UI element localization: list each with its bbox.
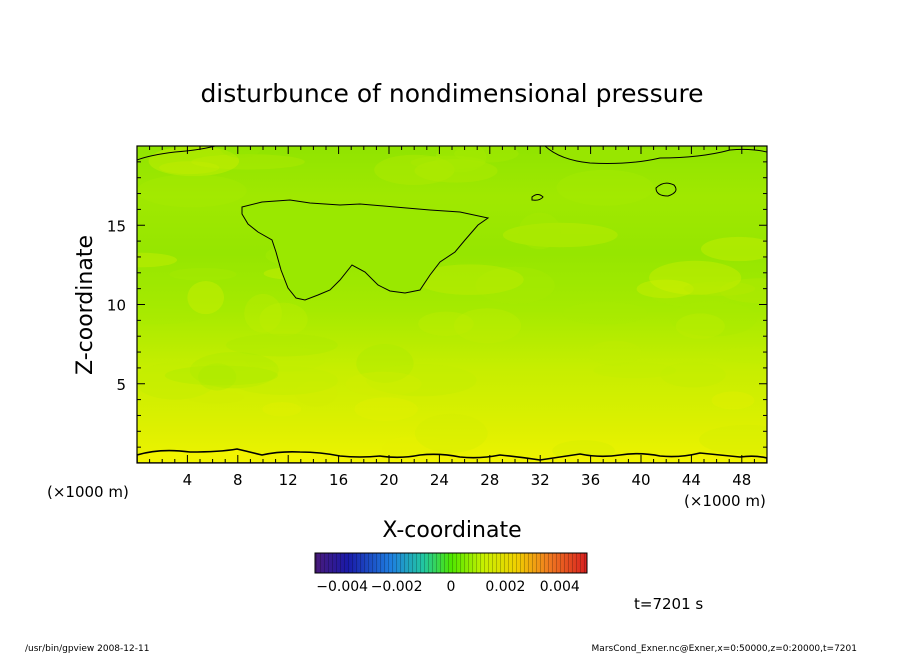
- field-blob: [148, 146, 240, 177]
- field-blob: [187, 391, 245, 404]
- field-blob: [159, 161, 220, 175]
- x-tick-label: 16: [329, 471, 348, 489]
- field-blob: [636, 279, 694, 299]
- field-blob: [191, 154, 305, 170]
- field-blob: [415, 264, 524, 295]
- field-blob: [169, 267, 237, 281]
- field-blob: [219, 146, 263, 158]
- field-blob: [414, 413, 488, 453]
- x-tick-label: 28: [480, 471, 499, 489]
- contour-top-left: [137, 146, 216, 161]
- colorbar-tick-label: −0.004: [316, 579, 368, 595]
- chart-title: disturbunce of nondimensional pressure: [200, 79, 703, 108]
- field-blob: [475, 266, 555, 305]
- field-blob: [649, 260, 742, 295]
- field-blob: [187, 280, 225, 315]
- field-blob: [435, 146, 487, 173]
- field-blob: [453, 308, 522, 344]
- colorbar-frame: [314, 552, 588, 574]
- y-axis-ticks: 5 10 15: [107, 161, 767, 448]
- y-tick-label: 15: [107, 217, 126, 235]
- field-blob: [366, 364, 477, 397]
- field-blob: [719, 278, 767, 304]
- field-blob: [244, 293, 282, 333]
- field-blob: [262, 402, 302, 417]
- colorbar-tick-label: 0.002: [485, 579, 525, 595]
- x-tick-label: 32: [531, 471, 550, 489]
- x-axis-label: X-coordinate: [382, 518, 521, 543]
- colorbar: −0.004 −0.002 0 0.002 0.004: [314, 552, 588, 595]
- time-label: t=7201 s: [634, 595, 703, 613]
- field-blob: [356, 344, 414, 383]
- field-blob: [711, 391, 755, 410]
- contour-bottom: [137, 448, 767, 463]
- field-blob: [715, 346, 767, 364]
- field-blob: [410, 155, 486, 170]
- x-axis-ticks: 4 8 12 16 20 24 28 32 36 40 44 48: [149, 146, 755, 489]
- x-axis-unit-left: (×1000 m): [47, 483, 129, 501]
- field-blob: [700, 236, 767, 262]
- x-tick-label: 40: [631, 471, 650, 489]
- x-tick-label: 24: [430, 471, 449, 489]
- field-blob: [699, 424, 767, 455]
- colorbar-tick-label: 0: [447, 579, 456, 595]
- field-blob: [225, 333, 338, 357]
- field-blob: [669, 301, 757, 337]
- field-blob: [354, 397, 418, 422]
- contour-small-2: [531, 194, 544, 201]
- footer-left: /usr/bin/gpview 2008-12-11: [25, 644, 149, 654]
- field-blob: [593, 362, 677, 379]
- field-texture: [137, 146, 767, 463]
- field-blob: [229, 366, 338, 395]
- plot-area: [137, 146, 767, 463]
- field-blob: [556, 169, 654, 206]
- x-tick-label: 36: [581, 471, 600, 489]
- field-blob: [295, 380, 338, 407]
- colorbar-tick-label: −0.002: [371, 579, 423, 595]
- y-axis-label: Z-coordinate: [73, 235, 98, 375]
- colorbar-stripes: [315, 553, 587, 573]
- field-blob: [414, 159, 498, 183]
- footer-right: MarsCond_Exner.nc@Exner,x=0:50000,z=0:20…: [592, 644, 857, 654]
- x-tick-label: 8: [233, 471, 243, 489]
- contour-upper-region: [241, 199, 490, 301]
- field-blob: [374, 154, 455, 186]
- field-blob: [502, 222, 618, 248]
- y-tick-label: 5: [116, 376, 126, 394]
- field-blob: [454, 146, 519, 163]
- field-blob: [660, 362, 726, 388]
- field-background: [137, 146, 767, 463]
- field-blob: [198, 363, 237, 391]
- field-blob: [259, 302, 308, 337]
- field-blob: [588, 340, 643, 366]
- field-blob: [137, 174, 247, 208]
- x-axis-unit-right: (×1000 m): [684, 492, 766, 510]
- contour-small-1: [655, 182, 677, 197]
- y-tick-label: 10: [107, 297, 126, 315]
- field-blob: [518, 212, 561, 250]
- field-blob: [164, 365, 279, 386]
- colorbar-tick-label: 0.004: [540, 579, 580, 595]
- field-blob: [137, 308, 202, 325]
- x-tick-label: 44: [682, 471, 701, 489]
- contour-top-right: [544, 146, 767, 164]
- field-blob: [418, 311, 474, 336]
- colorbar-tick-labels: −0.004 −0.002 0 0.002 0.004: [316, 579, 580, 595]
- field-blob: [562, 301, 648, 325]
- field-blob: [345, 371, 422, 397]
- field-blob: [683, 281, 756, 296]
- field-blob: [244, 346, 326, 372]
- field-blob: [189, 351, 279, 389]
- x-tick-label: 48: [732, 471, 751, 489]
- field-blob: [137, 362, 216, 400]
- x-tick-label: 20: [379, 471, 398, 489]
- field-blob: [137, 252, 178, 268]
- x-tick-label: 12: [279, 471, 298, 489]
- field-blob: [675, 313, 725, 339]
- x-tick-label: 4: [183, 471, 193, 489]
- field-blob: [651, 283, 737, 307]
